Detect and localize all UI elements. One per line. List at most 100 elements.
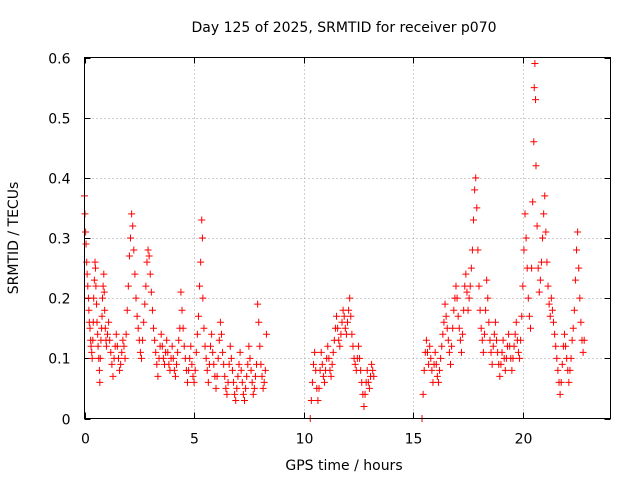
data-point <box>463 288 471 296</box>
data-point <box>85 306 93 314</box>
data-point <box>255 318 263 326</box>
data-point <box>467 264 475 272</box>
data-point <box>91 258 99 266</box>
data-point <box>207 342 215 350</box>
data-point <box>519 282 527 290</box>
data-point <box>465 294 473 302</box>
data-point <box>101 324 109 332</box>
data-point <box>90 276 98 284</box>
data-point <box>456 336 464 344</box>
data-point <box>534 264 542 272</box>
data-point <box>423 348 431 356</box>
data-point <box>529 198 537 206</box>
data-point <box>528 264 536 272</box>
data-point <box>112 330 120 338</box>
data-point <box>120 342 128 350</box>
data-point <box>209 348 217 356</box>
data-point <box>511 330 519 338</box>
data-point <box>541 192 549 200</box>
data-point <box>168 342 176 350</box>
data-point <box>165 360 173 368</box>
data-point <box>491 318 499 326</box>
data-point <box>235 360 243 368</box>
data-point <box>326 366 334 374</box>
data-point <box>152 348 160 356</box>
data-point <box>223 390 231 398</box>
data-point <box>569 324 577 332</box>
data-point <box>501 366 509 374</box>
y-tick-label: 0.3 <box>48 232 70 248</box>
data-point <box>483 276 491 284</box>
data-point <box>466 282 474 290</box>
data-point <box>174 348 182 356</box>
data-point <box>426 342 434 350</box>
data-point <box>434 378 442 386</box>
data-point <box>517 336 525 344</box>
data-point <box>193 330 201 338</box>
data-point <box>436 366 444 374</box>
data-point <box>93 300 101 308</box>
data-point <box>131 270 139 278</box>
data-point <box>566 366 574 374</box>
data-point <box>444 336 452 344</box>
data-point <box>345 306 353 314</box>
data-point <box>142 282 150 290</box>
data-point <box>232 396 240 404</box>
data-point <box>256 342 264 350</box>
data-point <box>239 390 247 398</box>
data-point <box>510 342 518 350</box>
data-point <box>365 384 373 392</box>
data-point <box>82 240 90 248</box>
data-point <box>531 60 539 68</box>
data-point <box>198 216 206 224</box>
data-point <box>450 306 458 314</box>
data-point <box>94 330 102 338</box>
data-point <box>104 330 112 338</box>
data-point <box>125 252 133 260</box>
data-point <box>105 318 113 326</box>
data-point <box>344 318 351 326</box>
data-point <box>136 348 144 356</box>
data-point <box>101 306 109 314</box>
data-point <box>140 318 148 326</box>
data-point <box>565 378 573 386</box>
data-point <box>107 348 115 356</box>
data-point <box>547 294 555 302</box>
data-point <box>544 282 552 290</box>
data-point <box>157 330 165 338</box>
data-point <box>170 366 178 374</box>
data-point <box>226 342 234 350</box>
data-point <box>433 372 441 380</box>
data-point <box>317 348 325 356</box>
data-point <box>514 348 522 356</box>
data-point <box>548 306 556 314</box>
data-point <box>169 354 177 362</box>
data-point <box>505 330 513 338</box>
data-point <box>485 318 493 326</box>
data-point <box>87 342 95 350</box>
data-point <box>128 210 136 218</box>
x-tick-label: 20 <box>515 432 533 448</box>
y-tick-label: 0.4 <box>48 172 70 188</box>
data-point <box>202 354 210 362</box>
data-point <box>545 300 553 308</box>
data-point <box>237 366 245 374</box>
data-point <box>200 324 208 332</box>
data-point <box>234 372 242 380</box>
data-point <box>98 312 106 320</box>
data-point <box>143 258 151 266</box>
data-point <box>188 360 196 368</box>
data-point <box>554 366 562 374</box>
data-point <box>257 360 265 368</box>
data-point <box>197 258 205 266</box>
data-point <box>452 282 460 290</box>
data-point <box>213 372 221 380</box>
data-point <box>215 336 223 344</box>
data-point <box>439 330 447 338</box>
data-point <box>159 354 167 362</box>
data-point <box>151 336 159 344</box>
data-point <box>177 288 185 296</box>
data-point <box>558 360 566 368</box>
data-point <box>191 366 199 374</box>
data-point <box>260 378 268 386</box>
